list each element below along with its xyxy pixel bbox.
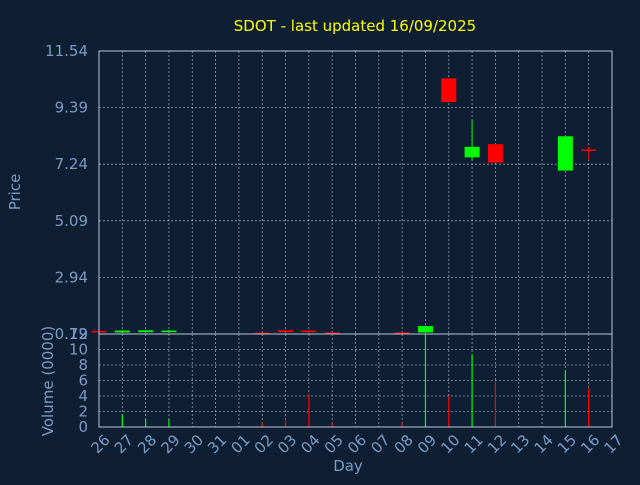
volume-axis-label: Volume (0000) xyxy=(39,326,57,436)
volume-y-tick: 2 xyxy=(78,403,88,421)
candle-28 xyxy=(138,329,154,333)
volume-bar-10 xyxy=(448,396,450,427)
price-y-tick: 0.79 xyxy=(55,325,88,343)
price-y-tick-labels: 11.54 9.39 7.24 5.09 2.94 0.79 xyxy=(45,42,88,343)
candle-body xyxy=(441,78,457,103)
volume-bar-15 xyxy=(564,370,566,427)
candle-27 xyxy=(114,330,130,333)
x-tick: 26 xyxy=(88,431,114,457)
x-tick: 11 xyxy=(461,431,487,457)
candle-09 xyxy=(417,325,433,333)
candle-body xyxy=(464,146,480,158)
candle-16 xyxy=(581,146,597,160)
price-candles xyxy=(91,78,597,335)
volume-bar-02 xyxy=(261,423,263,427)
candle-body xyxy=(394,332,410,334)
volume-bar-03 xyxy=(284,419,287,427)
volume-grid xyxy=(99,334,612,427)
volume-bar-27 xyxy=(121,414,123,427)
x-tick: 14 xyxy=(531,431,557,457)
volume-bars xyxy=(121,334,590,427)
volume-y-tick: 8 xyxy=(78,356,88,374)
candle-body xyxy=(487,144,503,163)
volume-bar-09 xyxy=(424,334,427,427)
volume-y-tick: 0 xyxy=(78,418,88,436)
x-tick: 15 xyxy=(554,431,580,457)
x-tick: 08 xyxy=(391,431,417,457)
price-y-tick: 9.39 xyxy=(55,99,88,117)
volume-bar-11 xyxy=(471,354,473,427)
x-tick: 05 xyxy=(321,431,347,457)
price-y-tick: 7.24 xyxy=(55,155,88,173)
candle-03 xyxy=(278,329,294,333)
price-y-tick: 11.54 xyxy=(45,42,88,60)
x-tick: 09 xyxy=(414,431,440,457)
x-tick: 04 xyxy=(297,431,323,457)
candle-body xyxy=(581,149,597,151)
price-grid xyxy=(99,51,612,334)
candle-body xyxy=(557,136,573,171)
volume-y-tick: 4 xyxy=(78,387,88,405)
x-tick: 06 xyxy=(344,431,370,457)
volume-y-tick: 12 xyxy=(69,325,88,343)
candle-12 xyxy=(487,144,503,163)
x-tick: 28 xyxy=(134,431,160,457)
candle-body xyxy=(417,326,433,333)
x-tick: 29 xyxy=(157,431,183,457)
candle-10 xyxy=(441,78,457,103)
volume-bar-05 xyxy=(331,423,333,427)
x-tick: 10 xyxy=(437,431,463,457)
volume-panel-frame xyxy=(98,333,613,428)
x-tick: 16 xyxy=(577,431,603,457)
volume-bar-12 xyxy=(494,381,497,427)
price-axis-label: Price xyxy=(6,174,24,211)
x-tick-labels: 2627282930310102030405060708091011121314… xyxy=(88,431,627,457)
volume-bar-08 xyxy=(401,423,403,427)
chart-title: SDOT - last updated 16/09/2025 xyxy=(234,17,476,35)
volume-bar-28 xyxy=(145,419,147,427)
x-tick: 12 xyxy=(484,431,510,457)
candle-body xyxy=(138,330,154,333)
candle-body xyxy=(301,330,317,333)
candle-body xyxy=(254,332,270,335)
candle-body xyxy=(278,330,294,333)
x-tick: 01 xyxy=(227,431,253,457)
volume-bar-04 xyxy=(308,394,310,427)
x-axis-label: Day xyxy=(333,457,363,475)
volume-bar-29 xyxy=(168,419,170,427)
x-tick: 07 xyxy=(367,431,393,457)
x-tick: 30 xyxy=(181,431,207,457)
x-tick: 27 xyxy=(111,431,137,457)
volume-bar-16 xyxy=(588,388,590,427)
candle-body xyxy=(114,330,130,333)
x-tick: 17 xyxy=(601,431,627,457)
x-tick: 02 xyxy=(251,431,277,457)
x-tick: 31 xyxy=(204,431,230,457)
candle-body xyxy=(324,332,340,334)
x-tick: 13 xyxy=(507,431,533,457)
x-tick: 03 xyxy=(274,431,300,457)
candle-29 xyxy=(161,330,177,333)
volume-y-tick: 6 xyxy=(78,372,88,390)
candle-11 xyxy=(464,120,480,160)
candle-body xyxy=(161,330,177,333)
price-y-tick: 2.94 xyxy=(55,268,88,286)
candle-15 xyxy=(557,136,573,171)
price-y-tick: 5.09 xyxy=(55,212,88,230)
candle-04 xyxy=(301,330,317,333)
volume-y-tick: 10 xyxy=(69,341,88,359)
